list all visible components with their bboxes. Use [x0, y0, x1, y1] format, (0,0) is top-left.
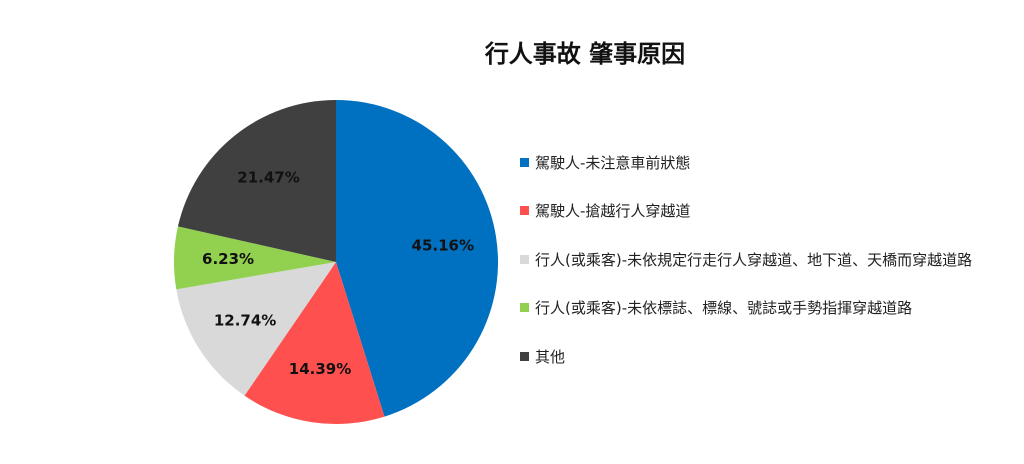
legend-item: 駕駛人-未注意車前狀態	[520, 152, 972, 172]
slice-value-label: 6.23%	[202, 250, 254, 268]
pie-slice	[176, 262, 336, 396]
slice-value-label: 45.16%	[412, 237, 474, 255]
slice-value-label: 12.74%	[214, 311, 276, 329]
legend-item: 行人(或乘客)-未依標誌、標線、號誌或手勢指揮穿越道路	[520, 298, 972, 318]
chart-title: 行人事故 肇事原因	[484, 40, 686, 68]
slice-value-label: 21.47%	[237, 169, 299, 187]
pie-slice	[336, 100, 499, 417]
legend-item: 其他	[520, 346, 972, 366]
legend-label: 駕駛人-搶越行人穿越道	[535, 202, 691, 220]
legend-swatch	[520, 351, 529, 361]
legend-item: 行人(或乘客)-未依規定行走行人穿越道、地下道、天橋而穿越道路	[520, 249, 972, 269]
pie-slice	[177, 100, 336, 262]
slice-value-label: 14.39%	[289, 360, 351, 378]
chart-legend: 駕駛人-未注意車前狀態 駕駛人-搶越行人穿越道 行人(或乘客)-未依規定行走行人…	[520, 152, 972, 395]
legend-swatch	[520, 303, 529, 312]
legend-item: 駕駛人-搶越行人穿越道	[520, 201, 972, 221]
pie-slice	[244, 262, 385, 425]
pie-slice	[173, 226, 336, 290]
legend-swatch	[520, 206, 529, 215]
legend-label: 行人(或乘客)-未依標誌、標線、號誌或手勢指揮穿越道路	[535, 299, 913, 317]
legend-swatch	[520, 254, 529, 264]
legend-swatch	[520, 157, 529, 167]
legend-label: 其他	[535, 347, 566, 366]
legend-label: 駕駛人-未注意車前狀態	[535, 153, 691, 172]
legend-label: 行人(或乘客)-未依規定行走行人穿越道、地下道、天橋而穿越道路	[535, 250, 973, 269]
